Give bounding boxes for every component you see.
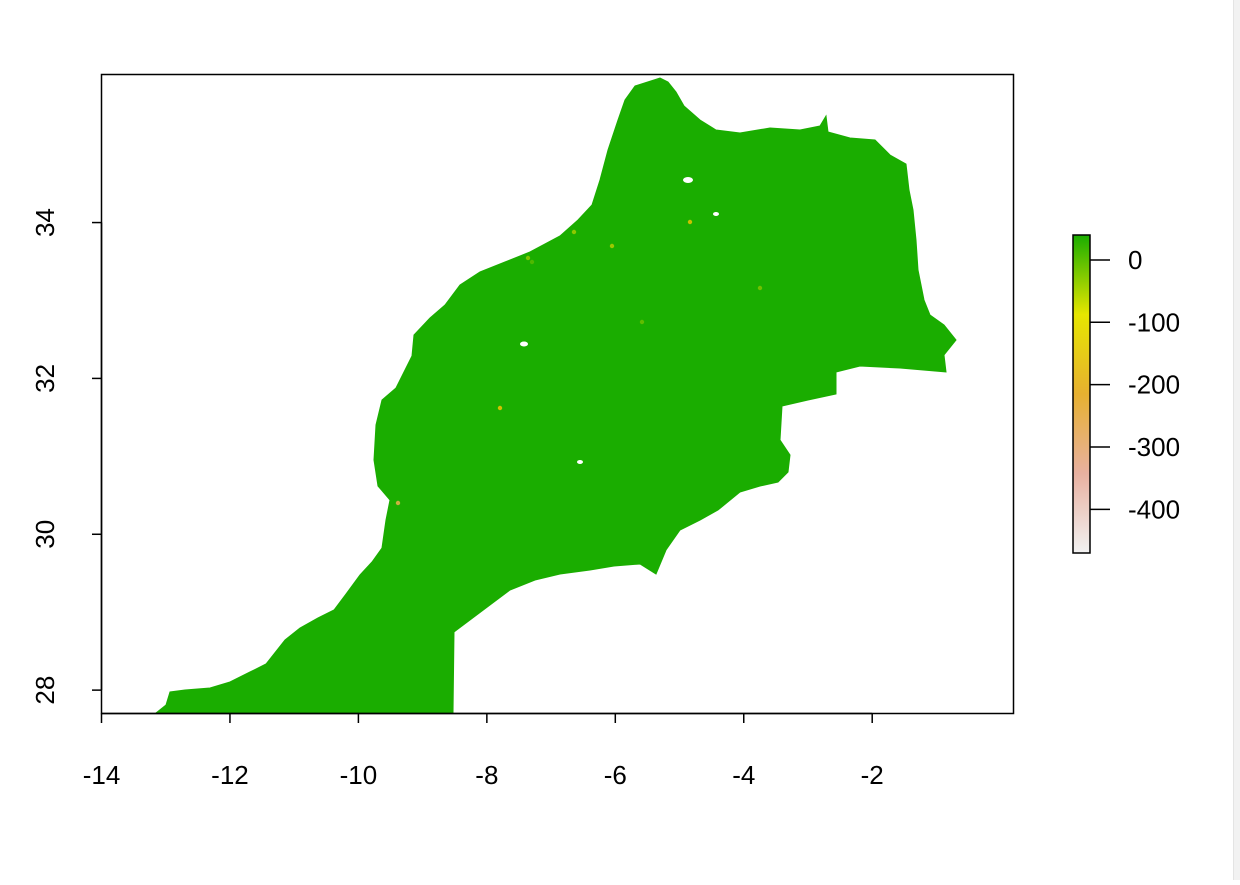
- x-tick-label: -8: [475, 760, 498, 790]
- color-legend: 0 -100 -200 -300 -400: [1072, 234, 1180, 554]
- raster-speck: [529, 259, 535, 265]
- raster-speck: [497, 405, 503, 411]
- morocco-raster: [154, 77, 957, 714]
- no-data-hole: [713, 212, 719, 216]
- y-tick-label: 28: [30, 676, 60, 705]
- raster-speck: [525, 255, 531, 261]
- raster-speck: [757, 285, 763, 291]
- x-tick-label: -6: [604, 760, 627, 790]
- x-axis: -14 -12 -10 -8 -6 -4 -2: [83, 712, 884, 790]
- raster-speck: [609, 243, 615, 249]
- window-edge: [1233, 0, 1240, 880]
- raster-speck: [687, 219, 693, 225]
- legend-tick-label: -400: [1128, 494, 1180, 524]
- y-axis: 28 30 32 34: [30, 208, 103, 705]
- y-tick-label: 32: [30, 364, 60, 393]
- x-tick-label: -4: [732, 760, 755, 790]
- legend-ticks: 0 -100 -200 -300 -400: [1090, 245, 1180, 524]
- legend-colorbar: [1072, 234, 1091, 554]
- legend-tick-label: -200: [1128, 370, 1180, 400]
- raster-layer: [154, 77, 957, 714]
- raster-speck: [639, 319, 645, 325]
- legend-tick-label: -300: [1128, 432, 1180, 462]
- x-tick-label: -10: [340, 760, 378, 790]
- x-tick-label: -14: [83, 760, 121, 790]
- no-data-hole: [577, 460, 583, 464]
- raster-speck: [571, 229, 577, 235]
- y-tick-label: 30: [30, 520, 60, 549]
- x-tick-label: -2: [861, 760, 884, 790]
- legend-tick-label: -100: [1128, 307, 1180, 337]
- raster-speck: [395, 500, 401, 506]
- y-tick-label: 34: [30, 208, 60, 237]
- no-data-hole: [520, 341, 528, 347]
- no-data-hole: [683, 177, 693, 183]
- x-tick-label: -12: [211, 760, 249, 790]
- legend-tick-label: 0: [1128, 245, 1142, 275]
